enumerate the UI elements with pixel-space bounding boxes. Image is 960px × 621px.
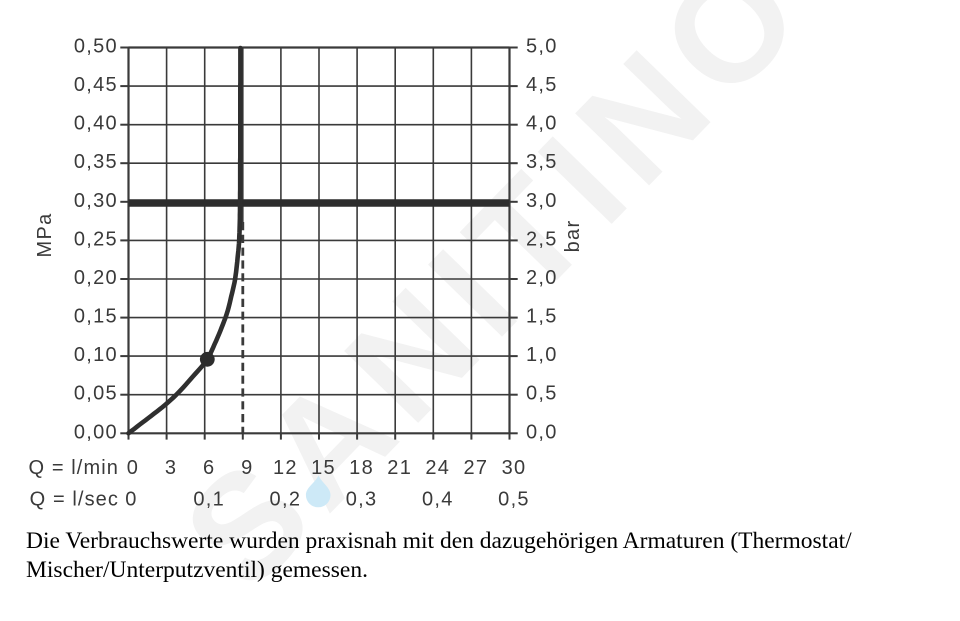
svg-text:5,0: 5,0 bbox=[526, 36, 558, 58]
svg-text:Q = l/sec: Q = l/sec bbox=[30, 489, 119, 511]
svg-text:0,0: 0,0 bbox=[526, 421, 558, 443]
svg-text:3: 3 bbox=[165, 457, 177, 479]
svg-text:21: 21 bbox=[387, 457, 412, 479]
svg-text:27: 27 bbox=[463, 457, 488, 479]
svg-text:0,10: 0,10 bbox=[74, 344, 118, 366]
svg-text:Q = l/min: Q = l/min bbox=[29, 457, 119, 479]
svg-text:24: 24 bbox=[425, 457, 450, 479]
svg-text:0,05: 0,05 bbox=[74, 383, 118, 405]
svg-text:0,40: 0,40 bbox=[74, 113, 118, 135]
svg-text:0,30: 0,30 bbox=[74, 190, 118, 212]
svg-text:3,5: 3,5 bbox=[526, 151, 558, 173]
svg-text:0: 0 bbox=[125, 489, 137, 511]
svg-text:9: 9 bbox=[241, 457, 253, 479]
svg-text:30: 30 bbox=[502, 457, 527, 479]
svg-text:0,5: 0,5 bbox=[498, 489, 530, 511]
svg-text:18: 18 bbox=[349, 457, 374, 479]
svg-text:0,00: 0,00 bbox=[74, 421, 118, 443]
svg-text:0,15: 0,15 bbox=[74, 306, 118, 328]
svg-text:1,0: 1,0 bbox=[526, 344, 558, 366]
svg-text:6: 6 bbox=[203, 457, 215, 479]
svg-text:0,20: 0,20 bbox=[74, 267, 118, 289]
svg-text:3,0: 3,0 bbox=[526, 190, 558, 212]
svg-text:bar: bar bbox=[562, 220, 584, 253]
svg-text:0,35: 0,35 bbox=[74, 151, 118, 173]
svg-text:1,5: 1,5 bbox=[526, 306, 558, 328]
svg-text:0: 0 bbox=[127, 457, 139, 479]
svg-text:15: 15 bbox=[311, 457, 336, 479]
svg-text:4,0: 4,0 bbox=[526, 113, 558, 135]
svg-text:0,2: 0,2 bbox=[270, 489, 302, 511]
svg-text:0,25: 0,25 bbox=[74, 228, 118, 250]
svg-text:0,4: 0,4 bbox=[422, 489, 454, 511]
svg-text:MPa: MPa bbox=[34, 212, 56, 257]
svg-text:0,50: 0,50 bbox=[74, 36, 118, 58]
svg-text:4,5: 4,5 bbox=[526, 74, 558, 96]
svg-text:2,5: 2,5 bbox=[526, 228, 558, 250]
svg-text:0,5: 0,5 bbox=[526, 383, 558, 405]
svg-text:0,3: 0,3 bbox=[346, 489, 378, 511]
svg-text:2,0: 2,0 bbox=[526, 267, 558, 289]
svg-text:12: 12 bbox=[273, 457, 298, 479]
svg-text:0,45: 0,45 bbox=[74, 74, 118, 96]
svg-text:0,1: 0,1 bbox=[193, 489, 225, 511]
